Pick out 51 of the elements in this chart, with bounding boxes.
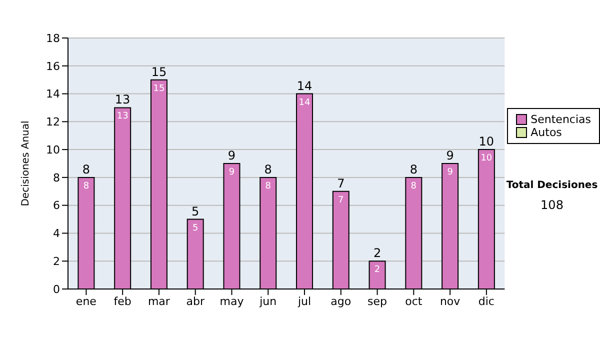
x-tick-label: jul xyxy=(296,294,312,308)
legend-label: Sentencias xyxy=(530,113,591,126)
x-tick-label: oct xyxy=(405,294,423,308)
total-label: 7 xyxy=(337,176,345,190)
data-label: 10 xyxy=(480,154,492,164)
data-label: 15 xyxy=(153,84,165,94)
total-label: 2 xyxy=(373,246,382,260)
total-label: 10 xyxy=(478,134,494,149)
total-label: 15 xyxy=(151,64,167,79)
data-label: 5 xyxy=(192,223,198,234)
total-label: 14 xyxy=(296,78,312,93)
data-label: 8 xyxy=(83,181,90,192)
data-label: 8 xyxy=(410,181,417,192)
total-label: 8 xyxy=(264,162,272,176)
x-tick-label: abr xyxy=(186,294,205,308)
y-axis-title: Decisiones Anual xyxy=(20,120,32,206)
y-tick-label: 6 xyxy=(53,199,60,212)
total-label: 13 xyxy=(114,92,130,107)
x-tick-label: may xyxy=(220,294,244,308)
y-tick-label: 10 xyxy=(46,143,60,156)
x-tick-label: ene xyxy=(76,294,97,308)
x-tick-label: nov xyxy=(440,294,461,308)
data-label: 13 xyxy=(116,112,128,122)
data-label: 9 xyxy=(447,168,454,178)
y-tick-label: 12 xyxy=(46,116,60,129)
x-tick-label: jun xyxy=(258,294,277,308)
y-tick-label: 4 xyxy=(53,227,60,240)
legend-label: Autos xyxy=(530,126,562,139)
y-tick-label: 2 xyxy=(53,255,60,268)
data-label: 8 xyxy=(265,181,272,192)
y-tick-label: 14 xyxy=(46,88,60,101)
x-tick-label: ago xyxy=(330,294,352,308)
total-label: 9 xyxy=(446,148,454,162)
total-label: 9 xyxy=(228,148,236,162)
data-label: 2 xyxy=(374,265,380,276)
data-label: 7 xyxy=(338,195,344,206)
text: 108 xyxy=(540,198,564,212)
total-label: 5 xyxy=(192,204,200,218)
text: Total Decisiones xyxy=(505,180,599,191)
y-tick-label: 0 xyxy=(53,282,60,296)
total-label: 8 xyxy=(410,162,418,176)
y-tick-label: 8 xyxy=(53,171,60,184)
data-label: 14 xyxy=(298,98,311,108)
data-label: 9 xyxy=(228,168,235,178)
y-tick-label: 18 xyxy=(46,32,60,45)
x-tick-label: dic xyxy=(478,294,494,308)
x-tick-label: feb xyxy=(114,294,132,308)
total-label: 8 xyxy=(82,162,90,176)
x-tick-label: mar xyxy=(148,294,170,308)
x-tick-label: sep xyxy=(368,294,388,308)
y-tick-label: 16 xyxy=(46,60,60,73)
